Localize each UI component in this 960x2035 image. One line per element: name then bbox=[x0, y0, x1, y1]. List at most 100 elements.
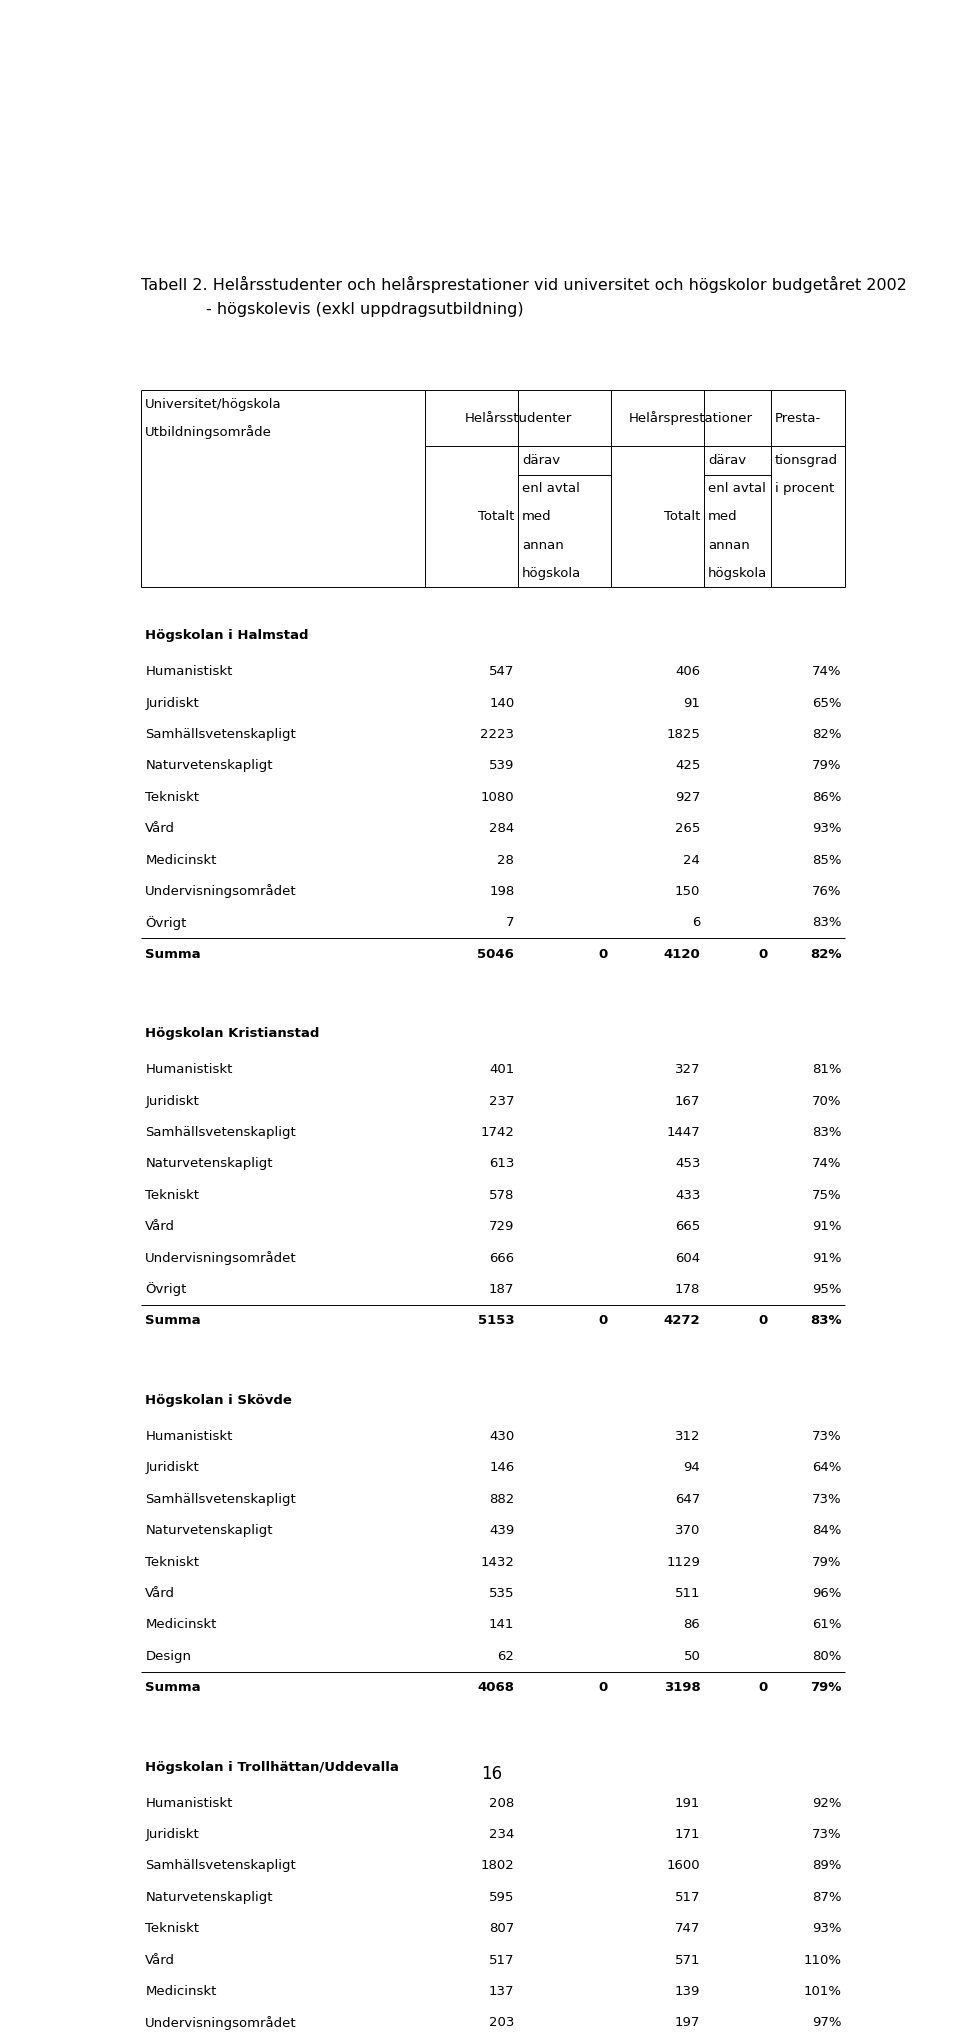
Text: 187: 187 bbox=[489, 1282, 515, 1296]
Text: Naturvetenskapligt: Naturvetenskapligt bbox=[145, 1158, 273, 1170]
Text: 430: 430 bbox=[489, 1431, 515, 1443]
Text: 76%: 76% bbox=[812, 885, 842, 897]
Text: 75%: 75% bbox=[812, 1188, 842, 1203]
Text: Högskolan i Skövde: Högskolan i Skövde bbox=[145, 1394, 292, 1406]
Text: 146: 146 bbox=[489, 1461, 515, 1475]
Text: enl avtal: enl avtal bbox=[522, 482, 580, 495]
Text: Högskolan i Trollhättan/Uddevalla: Högskolan i Trollhättan/Uddevalla bbox=[145, 1760, 399, 1775]
Text: Samhällsvetenskapligt: Samhällsvetenskapligt bbox=[145, 729, 296, 741]
Text: 284: 284 bbox=[489, 822, 515, 834]
Text: 16: 16 bbox=[481, 1764, 503, 1783]
Text: 4120: 4120 bbox=[663, 948, 701, 961]
Text: 73%: 73% bbox=[812, 1431, 842, 1443]
Text: 882: 882 bbox=[489, 1494, 515, 1506]
Text: högskola: högskola bbox=[708, 568, 767, 580]
Text: Totalt: Totalt bbox=[664, 511, 701, 523]
Text: 406: 406 bbox=[675, 665, 701, 678]
Text: 595: 595 bbox=[489, 1891, 515, 1905]
Text: Humanistiskt: Humanistiskt bbox=[145, 665, 232, 678]
Text: Övrigt: Övrigt bbox=[145, 1282, 186, 1296]
Text: därav: därav bbox=[522, 454, 560, 466]
Text: 74%: 74% bbox=[812, 665, 842, 678]
Text: Högskolan Kristianstad: Högskolan Kristianstad bbox=[145, 1028, 320, 1040]
Text: 81%: 81% bbox=[812, 1064, 842, 1077]
Text: 1802: 1802 bbox=[481, 1860, 515, 1872]
Text: 425: 425 bbox=[675, 759, 701, 773]
Text: 74%: 74% bbox=[812, 1158, 842, 1170]
Text: Universitet/högskola: Universitet/högskola bbox=[145, 397, 282, 411]
Text: 83%: 83% bbox=[812, 1125, 842, 1140]
Text: därav: därav bbox=[708, 454, 746, 466]
Text: Tekniskt: Tekniskt bbox=[145, 792, 200, 804]
Text: Undervisningsområdet: Undervisningsområdet bbox=[145, 885, 297, 897]
Text: Undervisningsområdet: Undervisningsområdet bbox=[145, 1252, 297, 1266]
Text: Tekniskt: Tekniskt bbox=[145, 1188, 200, 1203]
Text: 91: 91 bbox=[684, 696, 701, 710]
Text: högskola: högskola bbox=[522, 568, 581, 580]
Text: 237: 237 bbox=[489, 1095, 515, 1107]
Text: 85%: 85% bbox=[812, 853, 842, 867]
Text: Summa: Summa bbox=[145, 948, 201, 961]
Text: Presta-: Presta- bbox=[775, 411, 821, 425]
Text: Medicinskt: Medicinskt bbox=[145, 1984, 217, 1998]
Text: 92%: 92% bbox=[812, 1797, 842, 1809]
Text: 110%: 110% bbox=[804, 1954, 842, 1966]
Text: enl avtal: enl avtal bbox=[708, 482, 766, 495]
Text: 1129: 1129 bbox=[666, 1555, 701, 1569]
Text: Juridiskt: Juridiskt bbox=[145, 1827, 199, 1842]
Text: 0: 0 bbox=[598, 1681, 608, 1693]
Text: 96%: 96% bbox=[812, 1587, 842, 1600]
Text: 73%: 73% bbox=[812, 1494, 842, 1506]
Text: 666: 666 bbox=[490, 1252, 515, 1264]
Text: 3198: 3198 bbox=[663, 1681, 701, 1693]
Text: - högskolevis (exkl uppdragsutbildning): - högskolevis (exkl uppdragsutbildning) bbox=[205, 301, 523, 317]
Text: annan: annan bbox=[708, 539, 750, 551]
Text: 927: 927 bbox=[675, 792, 701, 804]
Text: 453: 453 bbox=[675, 1158, 701, 1170]
Text: 83%: 83% bbox=[810, 1315, 842, 1327]
Text: Tekniskt: Tekniskt bbox=[145, 1923, 200, 1935]
Text: 91%: 91% bbox=[812, 1221, 842, 1233]
Text: 1080: 1080 bbox=[481, 792, 515, 804]
Text: 433: 433 bbox=[675, 1188, 701, 1203]
Text: 265: 265 bbox=[675, 822, 701, 834]
Text: 571: 571 bbox=[675, 1954, 701, 1966]
Text: 370: 370 bbox=[675, 1524, 701, 1536]
Text: 95%: 95% bbox=[812, 1282, 842, 1296]
Text: Tekniskt: Tekniskt bbox=[145, 1555, 200, 1569]
Text: med: med bbox=[522, 511, 551, 523]
Text: Samhällsvetenskapligt: Samhällsvetenskapligt bbox=[145, 1125, 296, 1140]
Text: 1825: 1825 bbox=[666, 729, 701, 741]
Text: Humanistiskt: Humanistiskt bbox=[145, 1064, 232, 1077]
Text: Vård: Vård bbox=[145, 1587, 176, 1600]
Text: Övrigt: Övrigt bbox=[145, 916, 186, 930]
Text: 137: 137 bbox=[489, 1984, 515, 1998]
Text: med: med bbox=[708, 511, 737, 523]
Text: Vård: Vård bbox=[145, 1954, 176, 1966]
Text: Naturvetenskapligt: Naturvetenskapligt bbox=[145, 759, 273, 773]
Text: 1432: 1432 bbox=[480, 1555, 515, 1569]
Text: Summa: Summa bbox=[145, 1315, 201, 1327]
Text: 807: 807 bbox=[489, 1923, 515, 1935]
Text: 79%: 79% bbox=[810, 1681, 842, 1693]
Text: 197: 197 bbox=[675, 2017, 701, 2029]
Text: 178: 178 bbox=[675, 1282, 701, 1296]
Text: 80%: 80% bbox=[812, 1650, 842, 1663]
Text: 327: 327 bbox=[675, 1064, 701, 1077]
Text: 0: 0 bbox=[758, 1681, 767, 1693]
Text: Samhällsvetenskapligt: Samhällsvetenskapligt bbox=[145, 1860, 296, 1872]
Text: Tabell 2. Helårsstudenter och helårsprestationer vid universitet och högskolor b: Tabell 2. Helårsstudenter och helårspres… bbox=[141, 275, 906, 293]
Text: Naturvetenskapligt: Naturvetenskapligt bbox=[145, 1524, 273, 1536]
Text: 79%: 79% bbox=[812, 1555, 842, 1569]
Text: 234: 234 bbox=[489, 1827, 515, 1842]
Text: 24: 24 bbox=[684, 853, 701, 867]
Text: Naturvetenskapligt: Naturvetenskapligt bbox=[145, 1891, 273, 1905]
Text: tionsgrad: tionsgrad bbox=[775, 454, 838, 466]
Text: 2223: 2223 bbox=[480, 729, 515, 741]
Text: annan: annan bbox=[522, 539, 564, 551]
Text: 747: 747 bbox=[675, 1923, 701, 1935]
Text: 61%: 61% bbox=[812, 1618, 842, 1632]
Text: 0: 0 bbox=[598, 1315, 608, 1327]
Text: 62: 62 bbox=[497, 1650, 515, 1663]
Text: Medicinskt: Medicinskt bbox=[145, 1618, 217, 1632]
